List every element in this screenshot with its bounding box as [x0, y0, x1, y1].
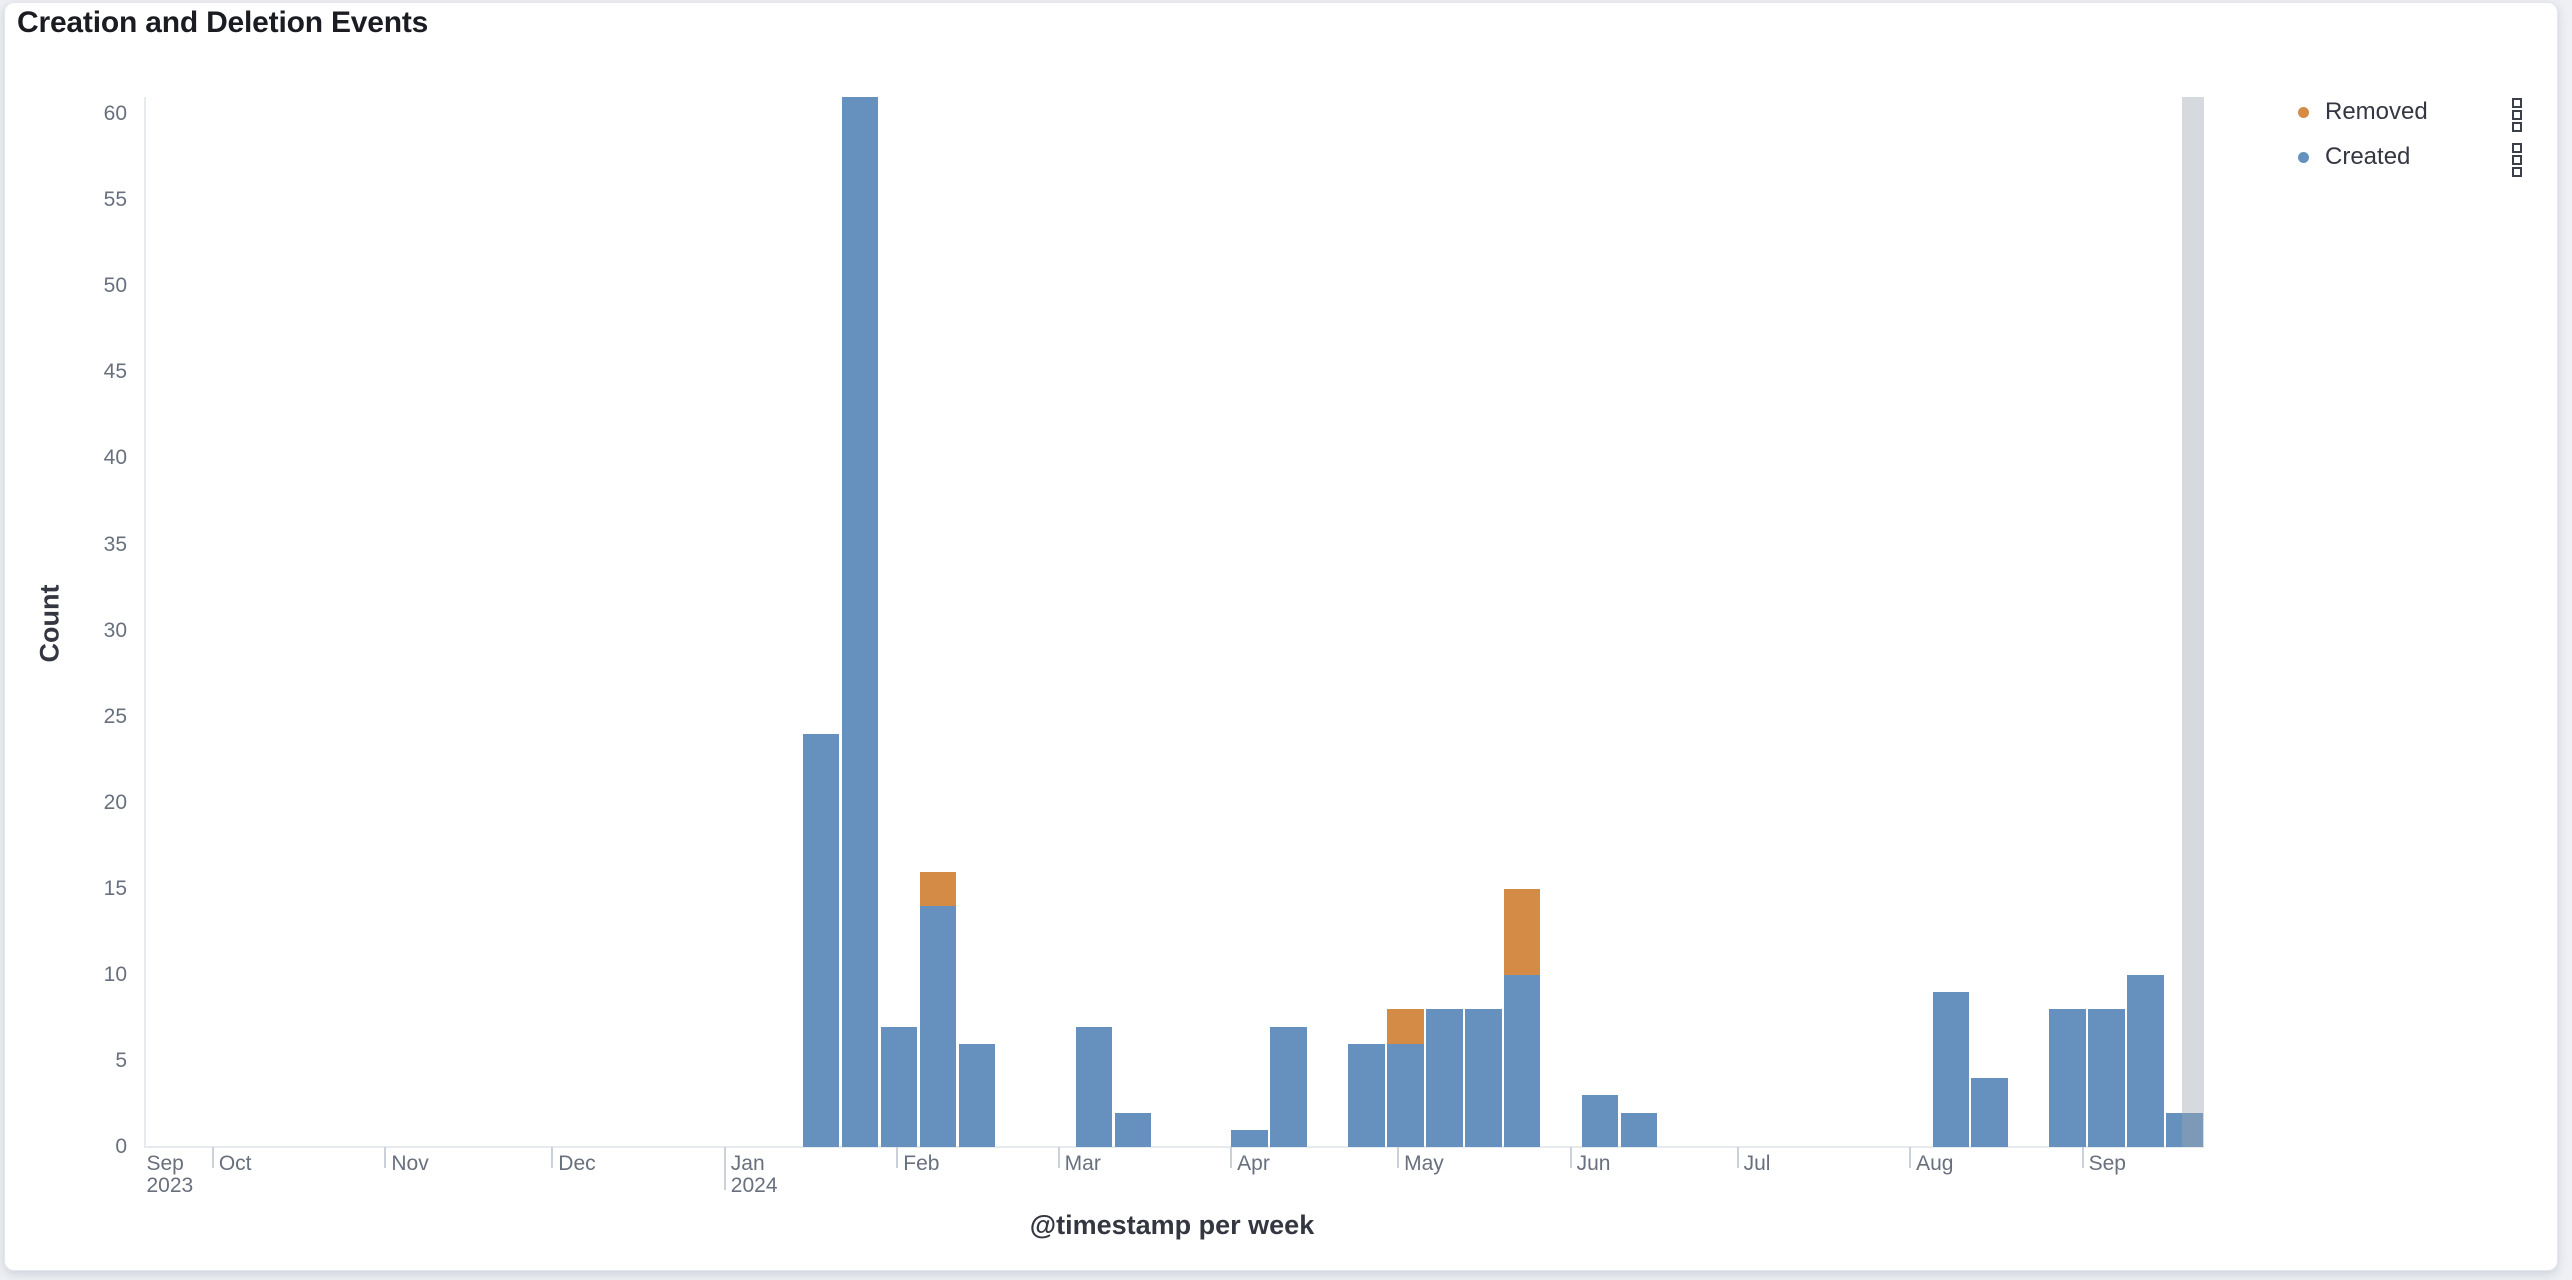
x-tick-label-Nov: Nov	[391, 1152, 429, 1175]
bar-created-2024-02-12[interactable]	[958, 1043, 996, 1147]
y-tick-label-15: 15	[103, 876, 127, 900]
bar-removed-2024-02-05[interactable]	[919, 871, 957, 906]
bar-created-2024-06-03[interactable]	[1581, 1095, 1619, 1147]
x-tick-label-Sep2023: Sep 2023	[146, 1152, 194, 1197]
x-tick-label-Dec: Dec	[558, 1152, 596, 1175]
x-tick-label-Apr: Apr	[1237, 1152, 1270, 1175]
y-tick-label-55: 55	[103, 188, 127, 212]
x-tick-label-Jan2024: Jan 2024	[730, 1152, 778, 1197]
x-tick-label-May: May	[1404, 1152, 1444, 1175]
legend-color-dot-created	[2298, 151, 2309, 163]
x-tick-line-Jan	[723, 1147, 726, 1190]
bar-created-2024-09-09[interactable]	[2127, 974, 2164, 1147]
legend-label-removed: Removed	[2325, 98, 2428, 125]
x-tick-line-Apr	[1230, 1147, 1233, 1168]
x-tick-line-May	[1397, 1147, 1400, 1168]
bar-created-2024-01-15[interactable]	[802, 733, 840, 1147]
bar-created-2024-02-05[interactable]	[919, 906, 957, 1147]
bar-created-2024-04-08[interactable]	[1270, 1026, 1307, 1147]
legend-actions-icon-created[interactable]	[2512, 142, 2522, 178]
bar-created-2024-04-22[interactable]	[1348, 1043, 1385, 1147]
bar-created-2024-05-20[interactable]	[1504, 974, 1541, 1147]
y-tick-label-40: 40	[103, 446, 127, 470]
bar-created-2024-09-02[interactable]	[2088, 1009, 2125, 1147]
legend-color-dot-removed	[2298, 106, 2309, 118]
y-tick-label-35: 35	[103, 532, 127, 556]
legend-actions-icon-removed[interactable]	[2512, 97, 2522, 133]
y-tick-label-45: 45	[103, 360, 127, 384]
legend-label-created: Created	[2325, 143, 2411, 170]
bar-created-2024-08-05[interactable]	[1932, 992, 1969, 1147]
y-tick-label-10: 10	[103, 962, 127, 986]
bar-created-2024-08-12[interactable]	[1971, 1078, 2008, 1147]
partial-bucket-marker	[2181, 97, 2204, 1147]
x-tick-line-Feb	[896, 1147, 899, 1168]
bar-created-2024-05-06[interactable]	[1426, 1009, 1463, 1147]
bar-created-2024-03-11[interactable]	[1114, 1112, 1151, 1147]
y-tick-label-50: 50	[103, 274, 127, 298]
x-tick-line-Jun	[1569, 1147, 1572, 1168]
y-axis-line	[144, 97, 146, 1147]
x-tick-label-Mar: Mar	[1064, 1152, 1101, 1175]
x-tick-label-Sep: Sep	[2088, 1152, 2126, 1175]
x-tick-line-Aug	[1909, 1147, 1912, 1168]
y-tick-label-60: 60	[103, 102, 127, 126]
x-tick-line-Mar	[1057, 1147, 1060, 1168]
bar-removed-2024-04-29[interactable]	[1387, 1009, 1424, 1044]
x-axis-title: @timestamp per week	[1029, 1210, 1315, 1240]
x-tick-line-Sep	[2081, 1147, 2084, 1168]
bar-created-2024-04-01[interactable]	[1231, 1129, 1268, 1147]
bar-created-2024-04-29[interactable]	[1387, 1043, 1424, 1147]
x-tick-line-Jul	[1736, 1147, 1739, 1168]
y-tick-label-20: 20	[103, 790, 127, 814]
y-tick-label-25: 25	[103, 704, 127, 728]
bar-created-2024-03-04[interactable]	[1075, 1026, 1112, 1147]
panel-title: Creation and Deletion Events	[17, 6, 429, 39]
y-tick-label-0: 0	[115, 1135, 127, 1158]
x-tick-line-Nov	[384, 1147, 387, 1168]
x-tick-line-Oct	[211, 1147, 214, 1168]
x-tick-line-Dec	[551, 1147, 554, 1168]
bar-created-2024-01-29[interactable]	[880, 1026, 918, 1147]
y-tick-label-30: 30	[103, 618, 127, 642]
bar-created-2024-09-16[interactable]	[2166, 1112, 2203, 1147]
bar-created-2024-08-26[interactable]	[2049, 1009, 2086, 1147]
bar-created-2024-05-13[interactable]	[1465, 1009, 1502, 1147]
x-tick-label-Jul: Jul	[1743, 1152, 1771, 1175]
x-tick-label-Aug: Aug	[1916, 1152, 1954, 1175]
x-tick-label-Jun: Jun	[1576, 1152, 1611, 1175]
x-tick-label-Feb: Feb	[903, 1152, 940, 1175]
legend-item-removed[interactable]: Removed	[2298, 96, 2428, 128]
bar-created-2024-06-10[interactable]	[1620, 1112, 1658, 1147]
legend-item-created[interactable]: Created	[2298, 141, 2410, 173]
y-tick-label-5: 5	[115, 1048, 127, 1072]
x-axis-line	[144, 1146, 2204, 1148]
bar-removed-2024-05-20[interactable]	[1504, 888, 1541, 975]
x-tick-label-Oct: Oct	[218, 1152, 252, 1175]
bar-created-2024-01-22[interactable]	[841, 97, 879, 1147]
